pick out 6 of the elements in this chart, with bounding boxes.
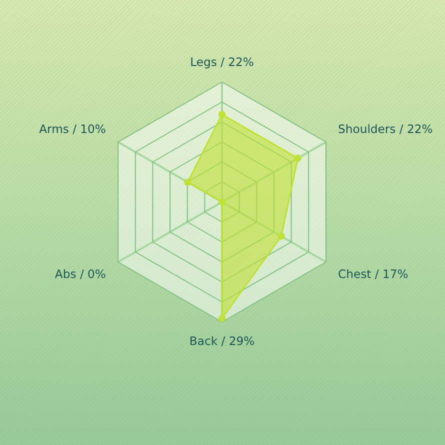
spoke-label: Legs / 22% [190,55,254,69]
spoke-label: Back / 29% [189,334,255,348]
spoke-label: Chest / 17% [338,267,408,281]
spoke-label: Arms / 10% [39,122,106,136]
spoke-label: Abs / 0% [54,267,106,281]
spoke-label: Shoulders / 22% [338,122,433,136]
